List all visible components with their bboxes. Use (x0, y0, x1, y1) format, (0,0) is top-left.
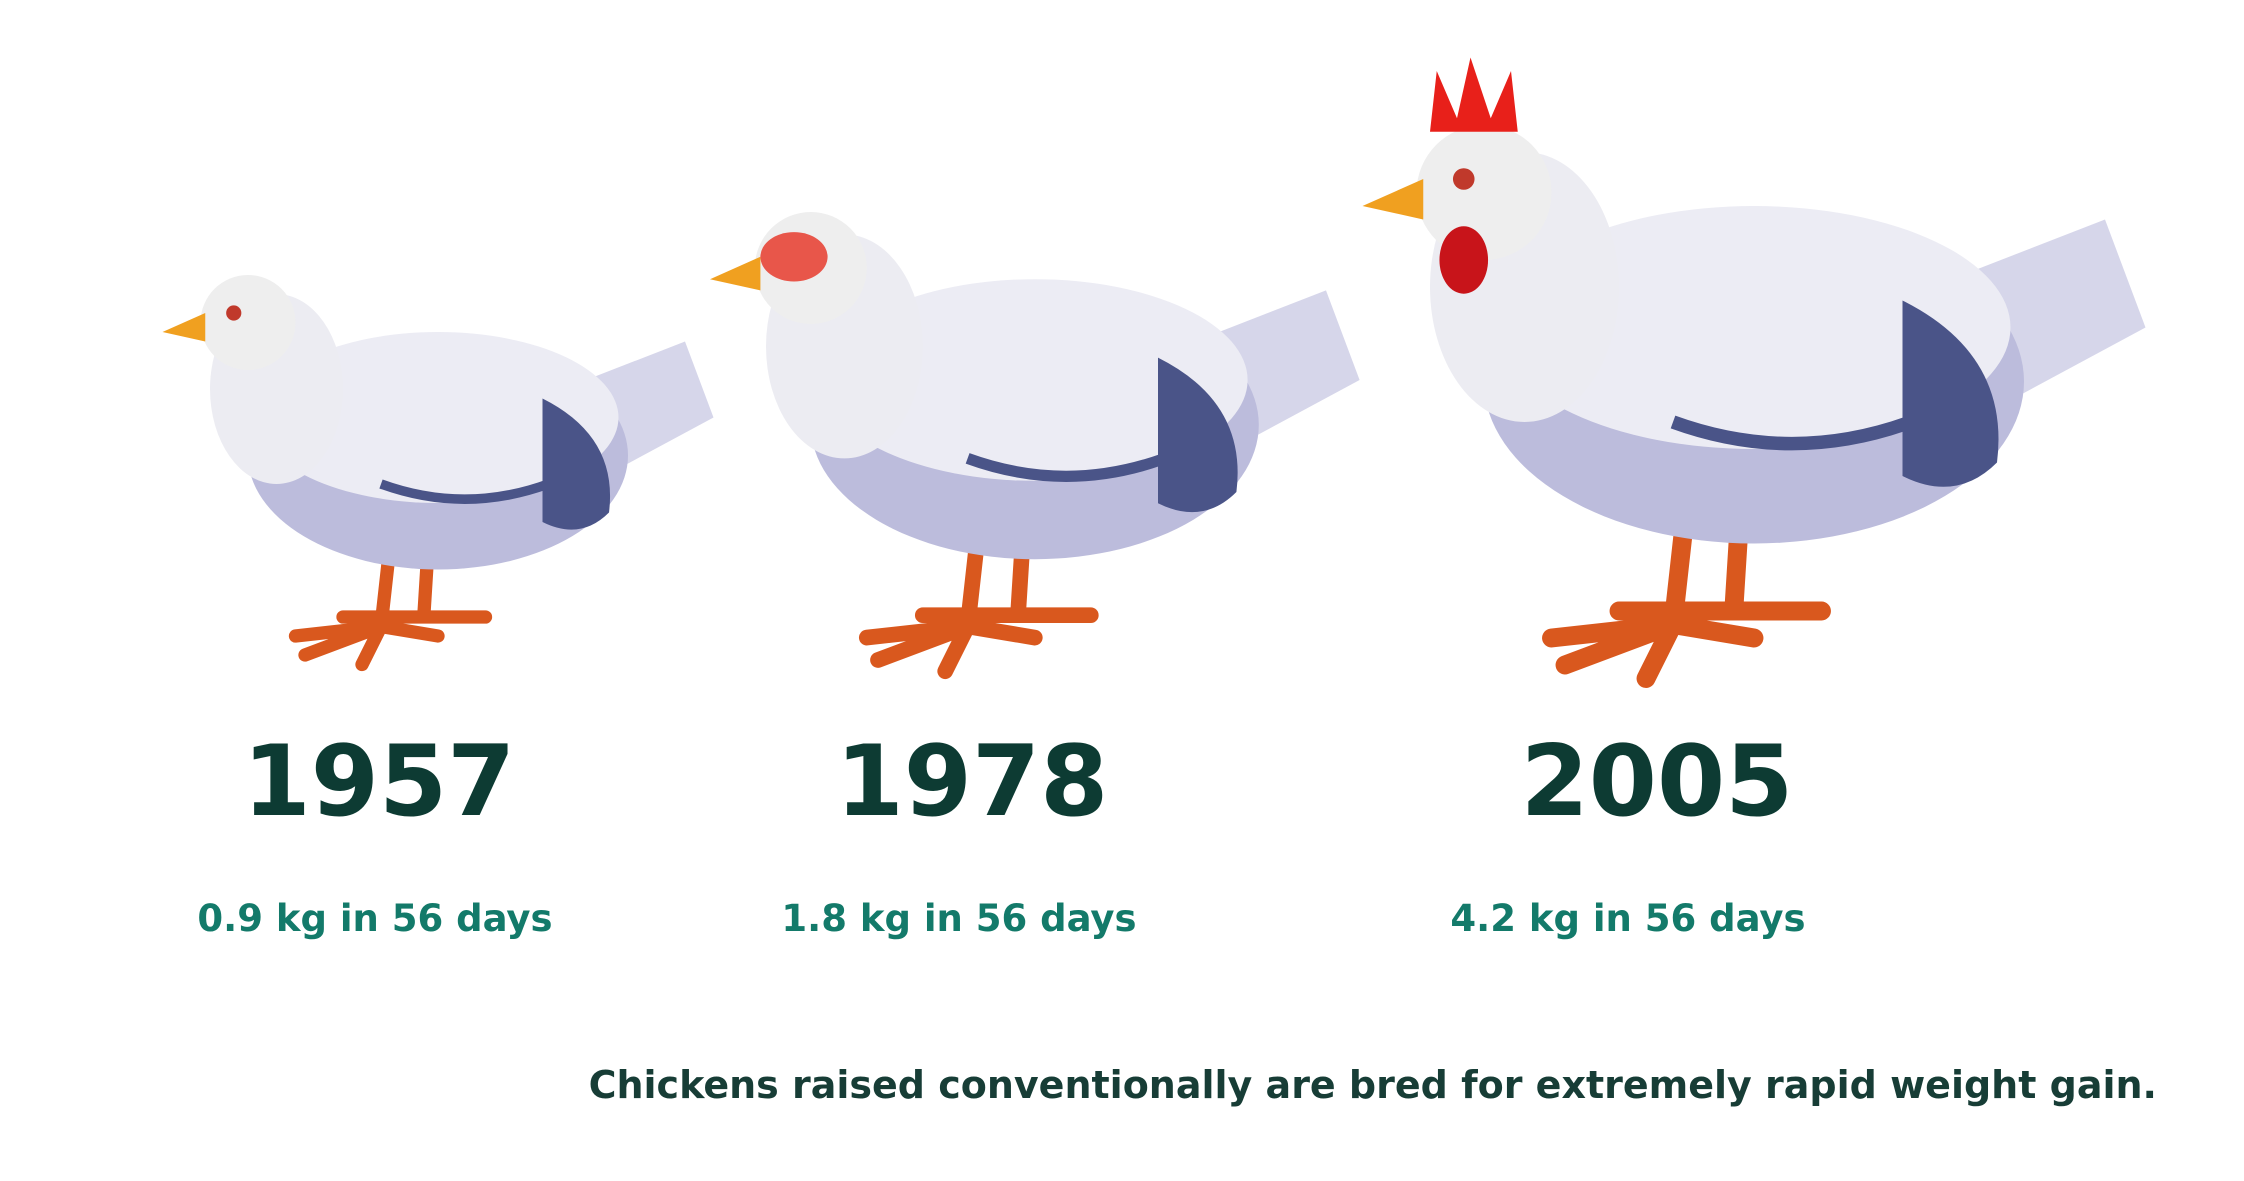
chicken-1957 (162, 275, 713, 665)
year: 1957 (243, 725, 516, 839)
chicken-1978 (710, 212, 1360, 671)
weight: 1.8 kg in 56 days (781, 897, 1136, 940)
weight: 4.2 kg in 56 days (1450, 897, 1805, 940)
year: 2005 (1521, 725, 1794, 839)
chicken-2005 (1363, 57, 2146, 678)
year: 1978 (836, 725, 1109, 839)
weight: 0.9 kg in 56 days (197, 897, 552, 940)
caption: Chickens raised conventionally are bred … (589, 1063, 2157, 1107)
